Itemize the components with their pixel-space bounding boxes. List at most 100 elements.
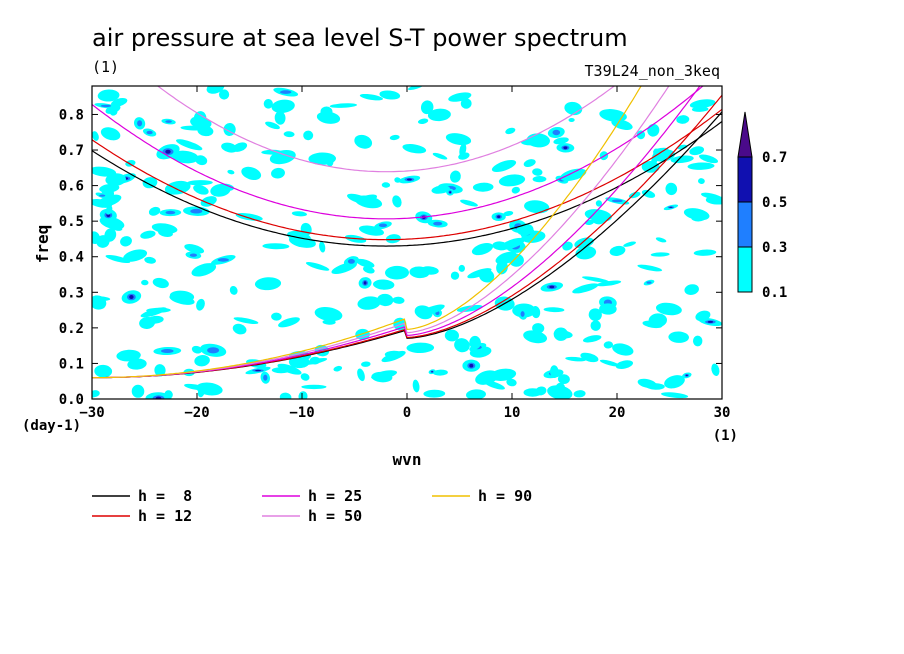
contour-cell-low (532, 168, 543, 176)
contour-cell-high (707, 320, 714, 323)
contour-cell-low (279, 392, 292, 399)
x-tick-label: −20 (184, 405, 209, 421)
contour-cell-low (454, 338, 470, 353)
contour-cell-low (450, 271, 460, 280)
contour-cell-low (420, 100, 434, 115)
inertia-gravity-curve (156, 86, 616, 173)
contour-cell-low (636, 130, 646, 140)
contour-cell-low (445, 133, 472, 146)
contour-cell-low (496, 260, 508, 275)
contour-cell-low (314, 307, 343, 322)
contour-cell-low (596, 280, 622, 287)
contour-cell-low (269, 149, 296, 165)
dispersion-curves (92, 86, 722, 379)
contour-cell-low (417, 118, 429, 125)
x-tick-label: 20 (609, 405, 626, 421)
chart-title: air pressure at sea level S-T power spec… (92, 24, 628, 52)
contour-cell-low (277, 363, 302, 375)
contour-cell-low (141, 279, 149, 286)
contour-cell-mid (611, 199, 623, 203)
contour-cell-low (661, 392, 689, 399)
contour-cell-low (235, 212, 263, 221)
contour-cell-low (420, 266, 439, 275)
contour-cell-low (359, 93, 383, 101)
contour-cell-low (506, 378, 517, 387)
contour-cell-low (668, 331, 689, 343)
contour-cell-low (92, 131, 99, 141)
contour-cell-low (184, 244, 205, 254)
kelvin-curve (92, 86, 642, 379)
contour-cell-low (187, 180, 213, 186)
contour-cell-low (575, 246, 597, 260)
contour-cell-low (531, 306, 541, 319)
y-tick-label: 0.3 (59, 285, 84, 301)
contour-cell-low (385, 265, 409, 280)
contour-cell-low (271, 312, 282, 321)
contour-cell-low (664, 375, 685, 389)
contour-cell-low (516, 223, 534, 236)
contour-cell-low (432, 369, 448, 376)
contour-cell-low (402, 143, 427, 154)
x-tick-label: 0 (403, 405, 411, 421)
contour-cell-low (262, 243, 290, 250)
contour-cell-low (373, 279, 395, 290)
contour-cell-low (92, 296, 111, 301)
contour-cell-low (92, 166, 117, 177)
contour-cell-high (363, 281, 367, 285)
contour-cell-mid (378, 223, 388, 228)
contour-cell-mid (217, 258, 229, 262)
contour-cell-low (271, 367, 290, 374)
contour-cell-low (164, 180, 191, 195)
contour-cell-low (471, 243, 494, 256)
legend-label: h = 90 (478, 487, 532, 505)
contour-cell-low (193, 184, 209, 195)
title-unit: (1) (92, 58, 119, 76)
contour-cell-low (274, 111, 286, 125)
contour-cell-low (448, 92, 472, 102)
contour-cell-low (523, 159, 536, 168)
contour-cell-low (599, 109, 627, 122)
contour-cell-mid (280, 90, 292, 94)
contour-cell-low (524, 200, 550, 214)
y-tick-label: 0.5 (59, 214, 84, 230)
x-tick-label: 10 (504, 405, 521, 421)
contour-cell-low (381, 182, 391, 188)
contour-cell-low (111, 97, 128, 107)
contour-cell-low (677, 144, 688, 150)
contour-cell-low (94, 364, 113, 378)
y-tick-label: 0.0 (59, 392, 84, 408)
contour-cell-low (603, 341, 614, 349)
contour-cell-low (655, 237, 667, 243)
contour-cell-low (595, 200, 603, 207)
contour-cell-low (406, 342, 435, 354)
colorbar-label: 0.3 (762, 240, 787, 256)
contour-cell-low (377, 293, 394, 307)
contour-cell-low (689, 99, 716, 109)
contour-cell-mid (347, 259, 355, 264)
contour-cell-low (698, 154, 719, 164)
contour-cell-mid (99, 194, 106, 197)
contour-cell-low (691, 106, 709, 112)
contour-cell-low (491, 159, 517, 173)
contour-cell-low (371, 371, 393, 383)
colorbar-label: 0.7 (762, 150, 787, 166)
contour-cell-low (646, 383, 665, 390)
contour-cell-mid (146, 130, 153, 135)
contour-cell-low (555, 382, 566, 393)
contour-cell-low (389, 134, 400, 141)
contour-cell-low (144, 256, 156, 264)
contour-cell-low (131, 384, 145, 398)
colorbar-extend-arrow (737, 111, 753, 158)
contour-cell-low (125, 159, 136, 167)
contour-cell-low (642, 320, 663, 329)
contour-cell-high (129, 295, 134, 299)
contour-cell-low (615, 360, 634, 369)
contour-cell-low (460, 98, 472, 109)
contour-cell-low (444, 329, 459, 342)
contour-cell-low (263, 99, 273, 109)
contour-cell-low (96, 235, 110, 248)
contour-cell-low (637, 264, 663, 272)
y-tick-label: 0.4 (59, 250, 84, 266)
contour-cell-low (305, 262, 330, 271)
y-axis-unit: (day-1) (22, 418, 81, 434)
